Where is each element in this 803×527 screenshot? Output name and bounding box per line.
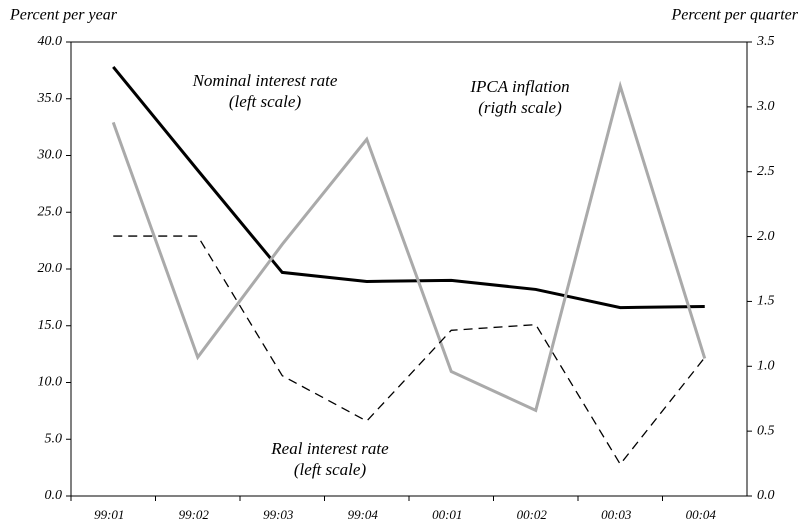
y-tick-label: 15.0: [38, 318, 63, 333]
x-tick-label: 00:04: [686, 507, 717, 522]
series-label: IPCA inflation: [469, 77, 569, 96]
y2-tick-label: 3.5: [756, 34, 775, 49]
y2-tick-label: 0.5: [757, 423, 775, 438]
series-line: [113, 235, 706, 466]
y-tick-label: 30.0: [37, 148, 63, 163]
y-tick-label: 40.0: [38, 34, 63, 49]
x-tick-label: 99:01: [94, 507, 124, 522]
y-tick-label: 35.0: [37, 91, 63, 106]
x-tick-label: 00:03: [601, 507, 632, 522]
x-tick-label: 99:03: [263, 507, 294, 522]
y-axis-title: Percent per year: [9, 7, 118, 24]
y2-tick-label: 1.5: [757, 294, 775, 309]
series-scale-note: (left scale): [294, 460, 367, 479]
y2-tick-label: 2.0: [757, 229, 775, 244]
series-line: [112, 66, 705, 310]
y-tick-label: 25.0: [38, 204, 63, 219]
x-tick-label: 00:02: [517, 507, 548, 522]
x-tick-label: 00:01: [432, 507, 462, 522]
y2-tick-label: 0.0: [757, 488, 775, 503]
y-tick-label: 10.0: [38, 375, 63, 390]
y-tick-label: 0.0: [45, 488, 63, 503]
y2-tick-label: 3.0: [756, 99, 775, 114]
y-tick-label: 20.0: [38, 261, 63, 276]
y2-tick-label: 1.0: [757, 359, 775, 374]
x-tick-label: 99:02: [179, 507, 210, 522]
series-scale-note: (rigth scale): [478, 98, 562, 117]
y-tick-label: 5.0: [45, 431, 63, 446]
series-label: Real interest rate: [270, 439, 389, 458]
series-line: [111, 80, 707, 413]
y2-tick-label: 2.5: [757, 164, 775, 179]
x-tick-label: 99:04: [348, 507, 379, 522]
series-label: Nominal interest rate: [192, 71, 338, 90]
series-scale-note: (left scale): [229, 92, 302, 111]
y2-axis-title: Percent per quarter: [671, 7, 799, 24]
plot-frame: [70, 41, 748, 497]
